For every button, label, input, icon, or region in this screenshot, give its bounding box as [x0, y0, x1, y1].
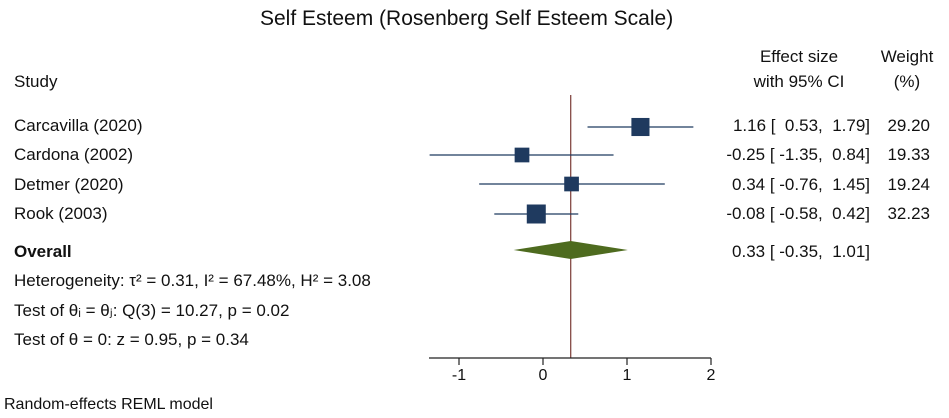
study-name: Cardona (2002)	[14, 145, 134, 164]
study-ci-text: -0.25 [ -1.35, 0.84]	[726, 145, 870, 164]
effect-marker	[564, 176, 579, 192]
study-weight: 29.20	[887, 116, 930, 135]
x-tick-label: -1	[452, 367, 466, 384]
header-study: Study	[14, 72, 58, 91]
x-tick-label: 2	[707, 367, 716, 384]
test-zero-text: Test of θ = 0: z = 0.95, p = 0.34	[14, 330, 249, 349]
footnote: Random-effects REML model	[4, 396, 213, 413]
header-weight-line2: (%)	[893, 72, 921, 91]
x-tick-label: 1	[623, 367, 632, 384]
header-effect-line2: with 95% CI	[753, 72, 845, 91]
study-name: Rook (2003)	[14, 204, 108, 223]
effect-marker	[514, 147, 530, 163]
overall-label: Overall	[14, 242, 72, 261]
overall-diamond	[513, 241, 628, 259]
study-weight: 19.33	[887, 145, 930, 164]
chart-title: Self Esteem (Rosenberg Self Esteem Scale…	[260, 7, 674, 30]
effect-marker	[631, 117, 650, 137]
study-ci-text: 0.34 [ -0.76, 1.45]	[732, 175, 870, 194]
header-weight-line1: Weight	[880, 47, 934, 66]
study-ci-text: 1.16 [ 0.53, 1.79]	[732, 116, 870, 135]
study-name: Carcavilla (2020)	[14, 116, 143, 135]
test-equal-text: Test of θᵢ = θⱼ: Q(3) = 10.27, p = 0.02	[14, 301, 290, 320]
x-tick-label: 0	[539, 367, 548, 384]
study-weight: 32.23	[887, 204, 930, 223]
study-weight: 19.24	[887, 175, 930, 194]
header-effect-line1: Effect size	[759, 47, 839, 66]
heterogeneity-text: Heterogeneity: τ² = 0.31, I² = 67.48%, H…	[14, 271, 371, 290]
overall-ci-text: 0.33 [ -0.35, 1.01]	[732, 242, 870, 261]
study-name: Detmer (2020)	[14, 175, 124, 194]
effect-marker	[526, 204, 546, 224]
study-ci-text: -0.08 [ -0.58, 0.42]	[726, 204, 870, 223]
